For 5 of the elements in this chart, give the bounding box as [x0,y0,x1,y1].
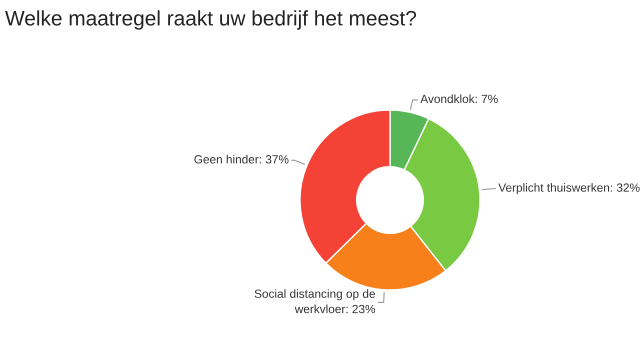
slice-label: Geen hinder: 37% [194,154,289,164]
slice-label: Verplicht thuiswerken: 32% [498,183,640,194]
slice-label: Avondklok: 7% [420,94,498,104]
chart-title: Welke maatregel raakt uw bedrijf het meest? [5,10,416,30]
slice-label: Social distancing op de werkvloer: 23% [254,289,376,314]
